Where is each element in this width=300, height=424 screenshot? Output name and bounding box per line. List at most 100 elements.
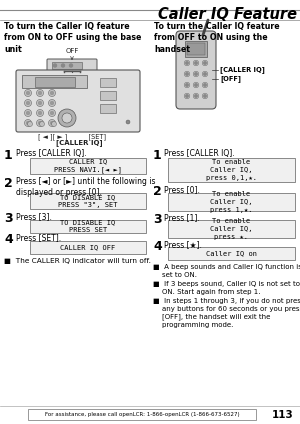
Circle shape [52,122,56,126]
Text: 1: 1 [4,149,13,162]
Text: 113: 113 [272,410,294,419]
Text: [CALLER IQ]: [CALLER IQ] [220,67,265,73]
Text: To turn the Caller IQ feature
from OFF to ON using the
handset: To turn the Caller IQ feature from OFF t… [154,22,280,54]
Circle shape [202,60,208,66]
Text: Press [CALLER IQ].: Press [CALLER IQ]. [16,149,87,158]
Text: TO DISABLE IQ
PRESS SET: TO DISABLE IQ PRESS SET [60,220,116,234]
Circle shape [195,73,197,75]
Circle shape [37,89,44,97]
Bar [168,247,295,260]
Text: Caller IQ Feature: Caller IQ Feature [158,7,297,22]
Circle shape [49,100,56,106]
Text: For assistance, please call openLCR: 1-866-openLCR (1-866-673-6527): For assistance, please call openLCR: 1-8… [45,412,239,417]
Text: To enable
Caller IQ,
press 0,1,★.: To enable Caller IQ, press 0,1,★. [206,159,257,181]
Text: Press [3].: Press [3]. [16,212,52,221]
Text: Press [★].: Press [★]. [164,240,202,249]
Text: 2: 2 [4,177,13,190]
Text: 4: 4 [4,233,13,246]
Text: Press [1].: Press [1]. [164,213,200,222]
Circle shape [195,95,197,97]
Circle shape [204,73,206,75]
Bar [30,158,146,174]
Circle shape [38,112,41,114]
Text: CALLER IQ
PRESS NAVI.[◄ ►]: CALLER IQ PRESS NAVI.[◄ ►] [54,159,122,173]
Bar [28,409,256,420]
Bar [185,41,207,57]
Text: Press [◄] or [►] until the following is
displayed or press [0].: Press [◄] or [►] until the following is … [16,177,155,197]
Text: 3: 3 [4,212,13,225]
Text: 4: 4 [153,240,162,253]
Text: OFF: OFF [65,48,79,54]
Circle shape [193,60,199,66]
Circle shape [186,95,188,97]
Circle shape [186,84,188,86]
Text: 1: 1 [153,149,162,162]
Circle shape [49,120,56,126]
Bar [100,78,116,87]
FancyBboxPatch shape [176,31,216,109]
Circle shape [184,93,190,99]
Circle shape [184,71,190,77]
Text: CALLER IQ OFF: CALLER IQ OFF [60,245,116,251]
Circle shape [28,122,32,126]
Circle shape [62,113,72,123]
Text: To enable
Caller IQ,
press 1,★.: To enable Caller IQ, press 1,★. [210,191,253,213]
Text: ■  The CALLER IQ indicator will turn off.: ■ The CALLER IQ indicator will turn off. [4,258,151,264]
Circle shape [26,122,29,125]
Bar [30,193,146,209]
Bar [22,75,87,88]
Bar [168,220,295,238]
Circle shape [70,64,73,67]
Circle shape [202,71,208,77]
Circle shape [37,100,44,106]
Circle shape [25,100,32,106]
Circle shape [26,101,29,104]
Bar [52,62,82,69]
Circle shape [50,112,53,114]
Circle shape [49,109,56,117]
FancyBboxPatch shape [16,70,140,132]
Bar [187,43,205,55]
Circle shape [50,101,53,104]
Circle shape [204,62,206,64]
Text: ■  In steps 1 through 3, if you do not press
    any buttons for 60 seconds or y: ■ In steps 1 through 3, if you do not pr… [153,298,300,328]
Circle shape [186,62,188,64]
Bar [100,91,116,100]
Bar [35,76,75,86]
Circle shape [53,64,56,67]
Text: Caller IQ on: Caller IQ on [206,251,257,257]
Circle shape [26,112,29,114]
Circle shape [193,71,199,77]
Circle shape [184,60,190,66]
Text: Press [CALLER IQ].: Press [CALLER IQ]. [164,149,235,158]
Text: Press [SET].: Press [SET]. [16,233,61,242]
Circle shape [38,92,41,95]
Circle shape [202,82,208,88]
Text: TO DISABLE IQ
PRESS "3", SET: TO DISABLE IQ PRESS "3", SET [58,194,118,208]
Text: ■  If 3 beeps sound, Caller IQ is not set to
    ON. Start again from step 1.: ■ If 3 beeps sound, Caller IQ is not set… [153,281,300,295]
Text: [ ◄ ][ ► ]          [SET]: [ ◄ ][ ► ] [SET] [38,133,106,140]
Text: 3: 3 [153,213,162,226]
Circle shape [25,120,32,126]
Circle shape [38,122,41,125]
Circle shape [193,93,199,99]
Bar [100,104,116,113]
FancyBboxPatch shape [47,59,97,73]
Circle shape [61,64,64,67]
Circle shape [186,73,188,75]
Circle shape [26,92,29,95]
Circle shape [204,84,206,86]
Circle shape [193,82,199,88]
Circle shape [25,89,32,97]
Circle shape [195,84,197,86]
Text: To enable
Caller IQ,
press ★.: To enable Caller IQ, press ★. [210,218,253,240]
Circle shape [202,93,208,99]
Bar [168,158,295,182]
Circle shape [126,120,130,124]
Bar [168,193,295,211]
Text: ■  A beep sounds and Caller IQ function is
    set to ON.: ■ A beep sounds and Caller IQ function i… [153,264,300,278]
Bar [30,241,146,254]
Circle shape [40,122,44,126]
Text: 2: 2 [153,185,162,198]
Circle shape [58,109,76,127]
